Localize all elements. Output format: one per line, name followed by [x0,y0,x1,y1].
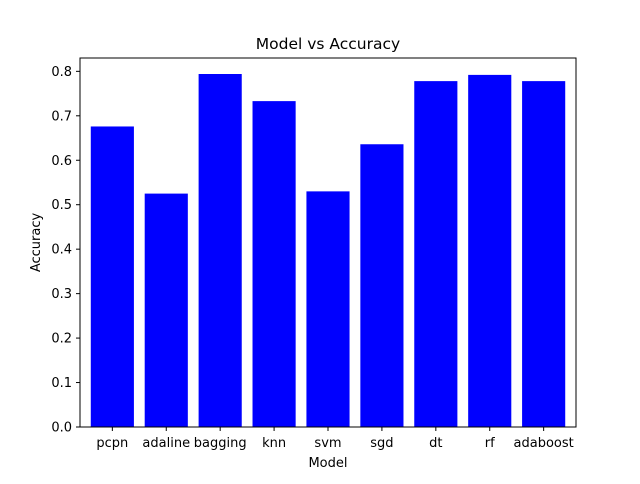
y-tick-label: 0.7 [51,109,72,124]
bar-svm [306,191,350,427]
y-tick-label: 0.1 [51,376,72,391]
bar-adaline [144,193,188,427]
x-tick-label: sgd [370,436,393,451]
bar-dt [414,81,458,428]
y-tick-label: 0.6 [51,154,72,169]
bar-adaboost [522,81,566,428]
y-tick-label: 0.0 [51,421,72,436]
x-tick-label: bagging [194,436,247,451]
bar-knn [252,101,296,428]
bars-layer [90,74,566,428]
bar-rf [468,74,512,427]
plot-frame [79,57,577,428]
y-tick-label: 0.5 [51,198,72,213]
x-axis-label: Model [308,456,347,471]
y-tick-label: 0.4 [51,243,72,258]
y-tick-label: 0.8 [51,65,72,80]
x-tick-label: knn [262,436,286,451]
bar-bagging [198,74,242,427]
x-tick-label: rf [485,436,495,451]
chart-title: Model vs Accuracy [256,35,400,53]
bar-sgd [360,144,404,427]
x-tick-label: svm [314,436,341,451]
y-axis-ticks: 0.0 0.1 0.2 0.3 0.4 0.5 0.6 0.7 0.8 [51,65,80,436]
x-tick-label: adaboost [514,436,574,451]
y-axis-label: Accuracy [29,213,44,273]
x-tick-label: adaline [142,436,190,451]
x-tick-label: dt [429,436,442,451]
bar-pcpn [90,126,134,427]
y-tick-label: 0.2 [51,332,72,347]
x-axis-ticks: pcpn adaline bagging knn svm sgd dt rf adaboost [96,427,574,451]
y-tick-label: 0.3 [51,287,72,302]
x-tick-label: pcpn [96,436,128,451]
